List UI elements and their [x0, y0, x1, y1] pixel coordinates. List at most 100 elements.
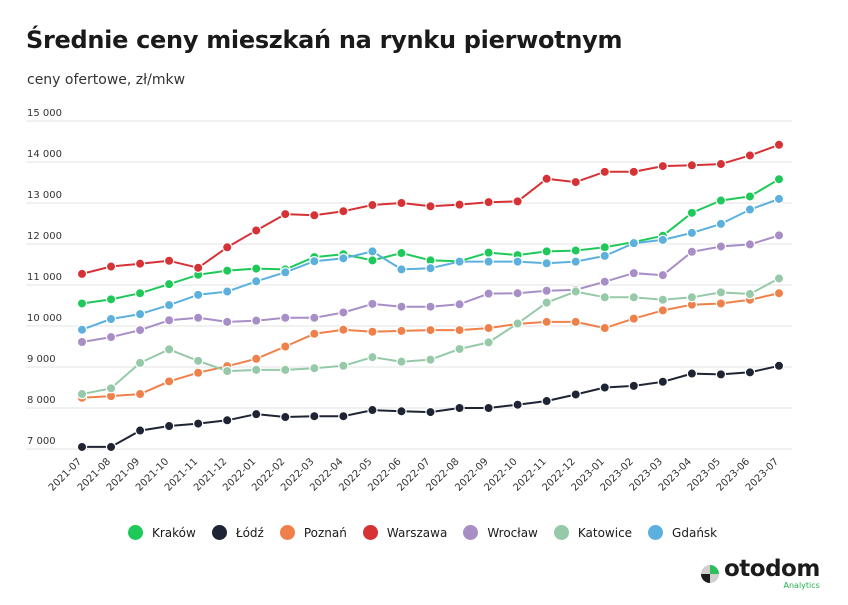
legend-label: Warszawa: [386, 525, 448, 540]
data-point: [396, 325, 407, 337]
data-point: [483, 337, 494, 348]
data-point: [76, 388, 88, 400]
legend-item: Poznań: [279, 525, 347, 540]
data-point: [280, 267, 291, 278]
data-point: [715, 158, 727, 170]
data-point: [773, 360, 785, 371]
data-point: [309, 363, 320, 374]
data-point: [367, 255, 378, 266]
data-point: [163, 376, 175, 387]
data-point: [134, 388, 146, 400]
data-point: [367, 246, 378, 257]
data-point: [686, 207, 698, 219]
data-point: [512, 288, 523, 299]
data-point: [483, 322, 494, 334]
data-point: [744, 288, 756, 300]
data-point: [280, 341, 291, 352]
data-point: [338, 411, 349, 422]
data-point: [163, 278, 175, 290]
data-point: [773, 273, 785, 284]
data-point: [599, 166, 610, 178]
data-point: [425, 301, 436, 312]
data-point: [134, 308, 146, 320]
data-point: [773, 174, 785, 185]
data-point: [251, 315, 262, 326]
data-point: [628, 313, 639, 324]
data-point: [541, 173, 552, 185]
data-point: [657, 376, 669, 387]
data-point: [105, 294, 117, 305]
y-tick-label: 10 000: [27, 313, 62, 324]
data-point: [163, 420, 175, 432]
data-point: [657, 269, 669, 281]
data-point: [715, 195, 727, 206]
data-point: [570, 256, 581, 267]
data-point: [222, 265, 233, 276]
data-point: [715, 218, 727, 230]
data-point: [76, 336, 88, 348]
data-point: [425, 201, 436, 212]
legend-swatch: [463, 525, 479, 540]
legend-item: Wrocław: [463, 525, 538, 540]
data-point: [425, 406, 436, 418]
data-point: [367, 298, 378, 310]
data-point: [192, 312, 204, 323]
data-point: [134, 425, 146, 436]
data-point: [192, 262, 204, 273]
legend-label: Łódź: [235, 525, 264, 540]
data-point: [512, 196, 523, 207]
data-point: [251, 263, 262, 274]
legend-label: Kraków: [152, 525, 196, 540]
data-point: [105, 383, 117, 394]
legend-item: Warszawa: [362, 525, 448, 540]
data-point: [76, 268, 88, 280]
data-point: [192, 418, 204, 429]
y-tick-label: 13 000: [27, 190, 62, 201]
data-point: [396, 197, 407, 209]
data-point: [657, 305, 669, 316]
data-point: [599, 276, 610, 287]
data-point: [599, 292, 610, 303]
data-point: [628, 166, 639, 178]
data-point: [628, 267, 639, 279]
y-tick-label: 9 000: [27, 354, 56, 365]
legend-swatch: [128, 525, 143, 540]
legend: Kraków Łódź Poznań Warszawa Wrocław Katowice G…: [128, 525, 733, 540]
data-point: [251, 353, 262, 364]
data-point: [599, 250, 610, 262]
data-point: [483, 288, 494, 299]
data-point: [309, 411, 320, 422]
data-point: [105, 261, 117, 272]
chart-title: Średnie ceny mieszkań na rynku pierwotny…: [26, 26, 623, 54]
data-point: [76, 298, 88, 309]
legend-label: Gdańsk: [672, 525, 718, 540]
data-point: [541, 285, 552, 296]
otodom-logo: otodom Analytics: [700, 558, 820, 590]
data-point: [425, 262, 436, 274]
data-point: [425, 354, 436, 365]
data-point: [251, 276, 262, 287]
legend-swatch: [648, 525, 664, 540]
data-point: [570, 389, 581, 400]
data-point: [570, 176, 581, 188]
data-point: [367, 199, 378, 211]
chart-subtitle: ceny ofertowe, zł/mkw: [27, 72, 186, 88]
logo-sub-text: Analytics: [783, 581, 820, 590]
data-point: [628, 380, 639, 392]
data-point: [541, 316, 552, 328]
x-tick-labels: 2021-072021-082021-092021-102021-112021-…: [47, 456, 781, 493]
data-point: [686, 227, 698, 239]
y-tick-label: 7 000: [27, 436, 56, 447]
data-point: [338, 360, 349, 371]
data-point: [715, 287, 727, 298]
data-point: [222, 365, 233, 377]
data-point: [396, 406, 407, 417]
data-point: [309, 312, 320, 323]
data-point: [628, 237, 639, 249]
legend-item: Łódź: [211, 525, 264, 540]
data-point: [105, 313, 117, 325]
data-point: [163, 299, 175, 311]
data-point: [512, 318, 523, 329]
data-point: [425, 324, 436, 336]
data-point: [280, 364, 291, 376]
